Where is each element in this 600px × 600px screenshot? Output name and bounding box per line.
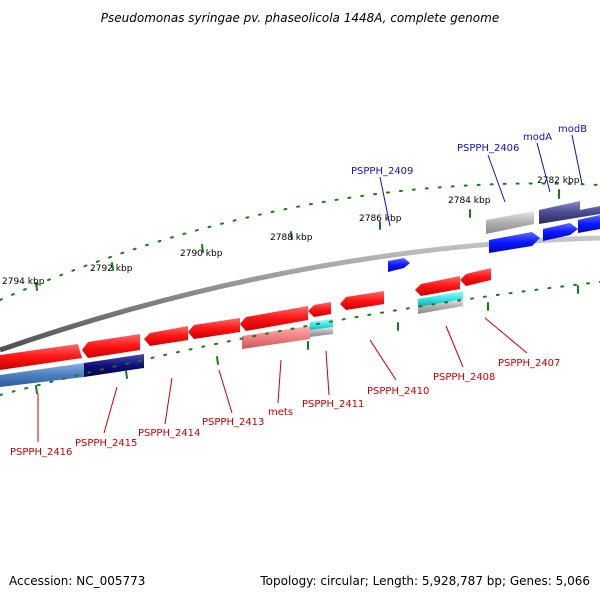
- label-pspph-2415[interactable]: PSPPH_2415: [75, 438, 137, 449]
- label-mets[interactable]: mets: [268, 407, 293, 418]
- major-tick-2794: [35, 282, 38, 291]
- leader-2415: [103, 386, 118, 434]
- major-tick-2790: [201, 244, 204, 253]
- outer-scale-arc: [0, 182, 600, 301]
- label-pspph-2410[interactable]: PSPPH_2410: [367, 386, 429, 397]
- gene-2406-pseudo[interactable]: [486, 211, 534, 234]
- inner-scale-arc: [0, 281, 600, 396]
- scale-label-2782: 2782 kbp: [537, 176, 580, 186]
- leader-2411: [325, 350, 330, 396]
- secondary-track-genes: [0, 291, 463, 387]
- gene-2414-arrow[interactable]: [144, 326, 188, 346]
- gene-moda-arrow[interactable]: [539, 201, 600, 224]
- gene-2408-rna-bar[interactable]: [418, 291, 463, 308]
- scale-label-2784: 2784 kbp: [448, 196, 491, 206]
- gene-2411-arrow[interactable]: [308, 302, 331, 317]
- label-pspph-2408[interactable]: PSPPH_2408: [433, 372, 495, 383]
- label-pspph-2407[interactable]: PSPPH_2407: [498, 358, 560, 369]
- forward-strand-genes: [388, 201, 600, 272]
- leader-2414: [164, 377, 173, 425]
- top-gene-labels: PSPPH_2409 PSPPH_2406 modA modB: [351, 124, 587, 227]
- label-pspph-2411[interactable]: PSPPH_2411: [302, 399, 364, 410]
- leader-2410: [369, 339, 397, 381]
- gene-2416-arrow[interactable]: [0, 344, 82, 370]
- label-pspph-2416[interactable]: PSPPH_2416: [10, 447, 72, 458]
- reverse-strand-genes: [0, 268, 491, 370]
- leader-2408: [445, 325, 464, 368]
- gene-2408-arrow[interactable]: [415, 276, 460, 296]
- accession-text: Accession: NC_005773: [9, 574, 146, 588]
- leader-modb: [571, 134, 583, 185]
- label-pspph-2413[interactable]: PSPPH_2413: [202, 417, 264, 428]
- leader-moda: [536, 142, 551, 193]
- label-pspph-2406[interactable]: PSPPH_2406: [457, 143, 519, 154]
- inner-major-tick-2: [125, 370, 128, 379]
- gene-2411-shadow: [310, 327, 333, 337]
- scale-label-2792: 2792 kbp: [90, 264, 133, 274]
- gene-2413-arrow[interactable]: [188, 318, 240, 339]
- label-modb[interactable]: modB: [558, 124, 587, 135]
- gene-2406-arrow[interactable]: [489, 232, 540, 253]
- leader-2407: [484, 317, 528, 354]
- major-tick-2792: [111, 262, 114, 271]
- gene-mets-pseudo-bar[interactable]: [242, 326, 310, 349]
- leader-2409: [379, 176, 391, 227]
- gene-2407-arrow[interactable]: [460, 268, 491, 286]
- scale-label-2790: 2790 kbp: [180, 249, 223, 259]
- gene-modb-arrow[interactable]: [578, 215, 600, 233]
- gene-2415-bar[interactable]: [84, 354, 144, 377]
- inner-major-tick-3: [216, 356, 219, 365]
- leader-2413: [218, 369, 233, 414]
- gene-2408-shadow: [418, 299, 463, 314]
- major-tick-2788: [290, 231, 293, 240]
- scale-label-2786: 2786 kbp: [359, 214, 402, 224]
- label-moda[interactable]: modA: [523, 132, 552, 143]
- bottom-gene-labels: PSPPH_2416 PSPPH_2415 PSPPH_2414 PSPPH_2…: [10, 317, 560, 458]
- scale-labels: 2794 kbp 2792 kbp 2790 kbp 2788 kbp 2786…: [2, 176, 580, 287]
- scale-label-2788: 2788 kbp: [270, 233, 313, 243]
- gene-moda-lower-arrow[interactable]: [543, 223, 578, 241]
- map-title: Pseudomonas syringae pv. phaseolicola 14…: [101, 11, 499, 25]
- scale-label-2794: 2794 kbp: [2, 277, 45, 287]
- label-pspph-2409[interactable]: PSPPH_2409: [351, 166, 413, 177]
- label-pspph-2414[interactable]: PSPPH_2414: [138, 428, 200, 439]
- gene-2410-arrow[interactable]: [340, 291, 384, 310]
- gene-2416-pseudo-bar[interactable]: [0, 363, 84, 387]
- gene-2409-arrow[interactable]: [388, 258, 410, 272]
- gene-2415-arrow[interactable]: [82, 334, 140, 358]
- topology-text: Topology: circular; Length: 5,928,787 bp…: [260, 574, 590, 588]
- gene-mets-arrow[interactable]: [240, 306, 308, 331]
- leader-mets: [277, 359, 282, 404]
- inner-major-tick-1: [35, 385, 38, 394]
- leader-2406: [487, 154, 506, 203]
